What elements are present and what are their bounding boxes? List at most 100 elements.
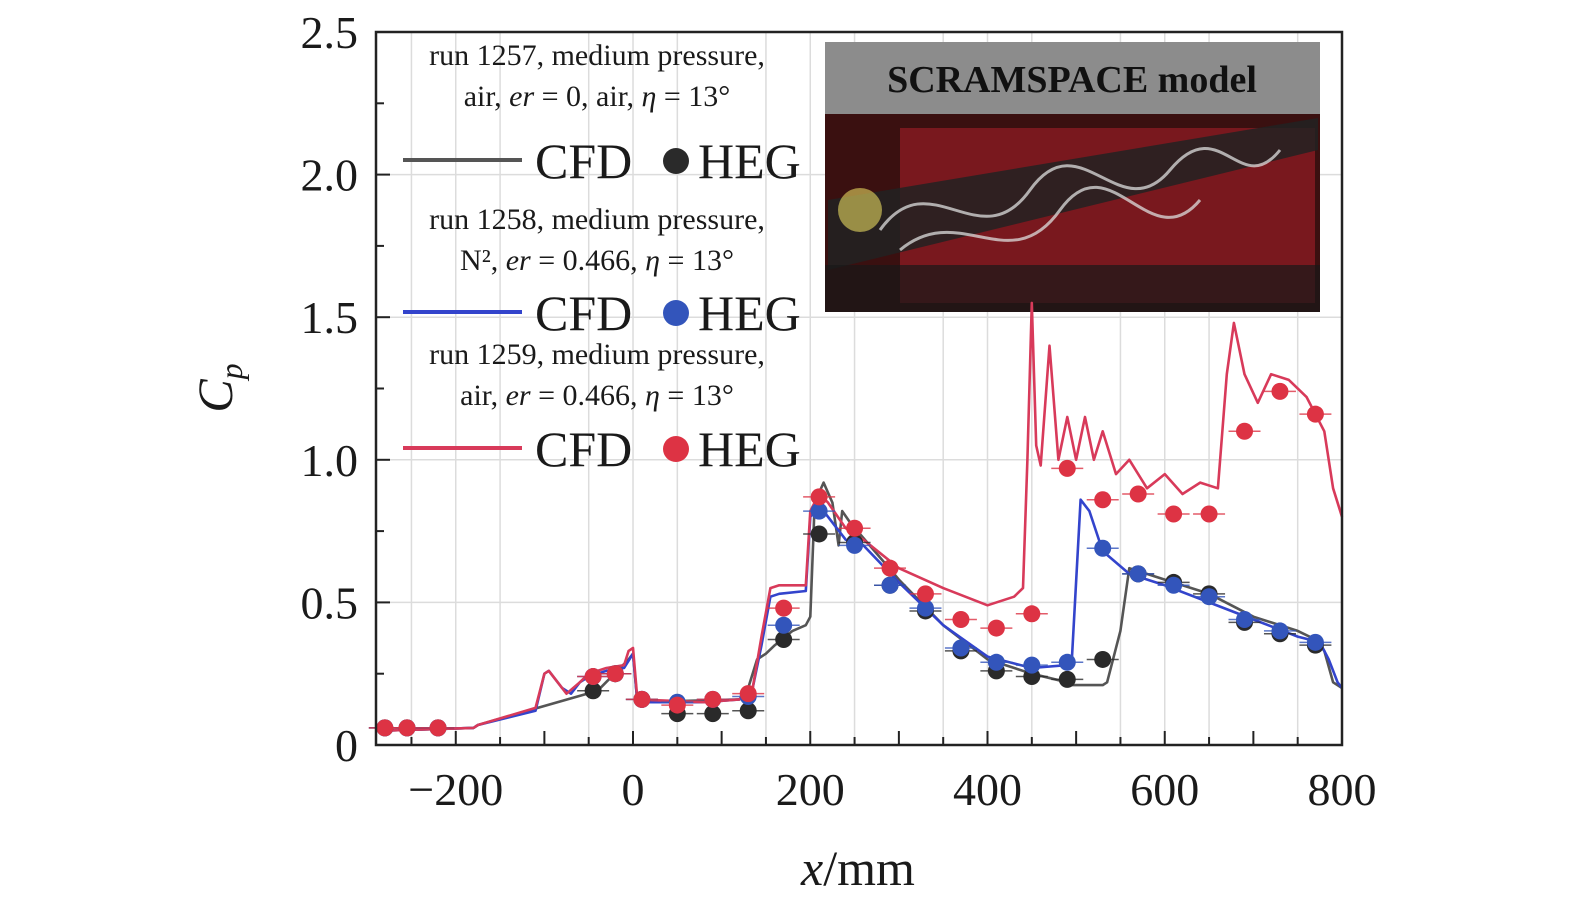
inset-photo-shadow: [825, 265, 1320, 312]
y-tick-label-5: 2.5: [301, 7, 359, 58]
inset-photo-wiring: [878, 147, 1282, 252]
legend-run-1-line2: N², er = 0.466, η = 13°: [460, 244, 734, 277]
legend-run-2-segment: = 0.466,: [531, 379, 645, 412]
heg-point-2-10: [810, 488, 828, 506]
heg-point-2-15: [987, 619, 1005, 637]
heg-point-2-9: [775, 599, 793, 617]
legend-run-0-line1: run 1257, medium pressure,: [429, 39, 765, 72]
legend-heg-marker-2: [663, 436, 689, 462]
inset-photo: SCRAMSPACE model: [825, 42, 1320, 312]
x-tick-label-3: 400: [953, 764, 1022, 815]
x-tick-label-4: 600: [1130, 764, 1199, 815]
legend: run 1257, medium pressure, air, er = 0, a…: [403, 39, 801, 477]
cfd-line-2: [380, 301, 1344, 732]
legend-run-1-line1: run 1258, medium pressure,: [429, 203, 765, 236]
heg-point-1-21: [1200, 588, 1218, 606]
legend-run-2-line1: run 1259, medium pressure,: [429, 338, 765, 371]
heg-point-2-2: [429, 719, 447, 737]
legend-cfd-label-0: CFD: [535, 133, 632, 189]
heg-point-0-18: [1094, 650, 1112, 668]
inset-photo-highlight: [838, 188, 882, 232]
heg-point-0-10: [810, 525, 828, 543]
heg-point-1-9: [775, 616, 793, 634]
heg-point-1-24: [1306, 633, 1324, 651]
y-tick-label-4: 2.0: [301, 150, 359, 201]
heg-point-2-24: [1306, 405, 1324, 423]
cfd-line-0: [380, 481, 1343, 732]
heg-point-2-19: [1129, 485, 1147, 503]
heg-point-1-18: [1094, 539, 1112, 557]
legend-heg-label-0: HEG: [698, 133, 801, 189]
heg-point-1-15: [987, 653, 1005, 671]
heg-point-2-18: [1094, 491, 1112, 509]
heg-point-2-17: [1058, 459, 1076, 477]
heg-point-0-8: [739, 702, 757, 720]
heg-point-2-20: [1165, 505, 1183, 523]
legend-run-0-segment: = 13°: [656, 80, 730, 113]
y-tick-label-3: 1.5: [301, 292, 359, 343]
heg-point-2-11: [846, 519, 864, 537]
heg-point-2-7: [704, 690, 722, 708]
heg-point-0-17: [1058, 670, 1076, 688]
heg-point-1-11: [846, 536, 864, 554]
legend-run-1-segment: N²,: [460, 244, 506, 277]
heg-point-0-9: [775, 630, 793, 648]
legend-run-2-segment: air,: [460, 379, 505, 412]
heg-point-2-8: [739, 685, 757, 703]
heg-point-0-3: [584, 682, 602, 700]
y-axis-title: Cp: [187, 363, 249, 412]
heg-point-1-13: [916, 599, 934, 617]
heg-point-0-7: [704, 705, 722, 723]
heg-point-1-14: [952, 639, 970, 657]
heg-point-1-12: [881, 576, 899, 594]
y-tick-label-0: 0: [335, 720, 358, 771]
legend-run-0-line2: air, er = 0, air, η = 13°: [464, 80, 731, 113]
legend-run-2-segment: = 13°: [660, 379, 734, 412]
heg-point-1-10: [810, 502, 828, 520]
legend-heg-marker-1: [663, 300, 689, 326]
heg-point-2-13: [916, 585, 934, 603]
legend-heg-label-1: HEG: [698, 285, 801, 341]
legend-run-1-segment: = 13°: [660, 244, 734, 277]
heg-point-2-22: [1236, 422, 1254, 440]
inset-title-bar: [825, 42, 1320, 114]
x-axis-title: x/mm: [800, 840, 915, 896]
x-tick-label-1: 0: [622, 764, 645, 815]
inset-title: SCRAMSPACE model: [887, 59, 1257, 101]
heg-point-2-12: [881, 559, 899, 577]
heg-point-2-3: [584, 668, 602, 686]
legend-cfd-label-2: CFD: [535, 421, 632, 477]
legend-heg-marker-0: [663, 148, 689, 174]
x-tick-label-0: −200: [408, 764, 503, 815]
legend-run-2-segment: er: [506, 379, 531, 412]
legend-run-1-segment: = 0.466,: [531, 244, 645, 277]
heg-point-2-6: [668, 696, 686, 714]
y-tick-label-1: 0.5: [301, 577, 359, 628]
heg-point-1-16: [1023, 656, 1041, 674]
heg-point-2-14: [952, 611, 970, 629]
legend-run-0-segment: = 0, air,: [534, 80, 641, 113]
legend-run-0-segment: air,: [464, 80, 509, 113]
legend-cfd-label-1: CFD: [535, 285, 632, 341]
heg-point-1-19: [1129, 565, 1147, 583]
x-tick-label-2: 200: [776, 764, 845, 815]
heg-point-2-0: [376, 719, 394, 737]
y-tick-label-2: 1.0: [301, 435, 359, 486]
axes: [374, 30, 1344, 747]
legend-run-0-segment: er: [509, 80, 534, 113]
heg-points: [368, 382, 1332, 737]
legend-run-0-segment: η: [642, 80, 657, 113]
heg-point-2-16: [1023, 605, 1041, 623]
x-tick-label-5: 800: [1308, 764, 1377, 815]
legend-run-2-line2: air, er = 0.466, η = 13°: [460, 379, 734, 412]
heg-point-1-20: [1165, 576, 1183, 594]
heg-point-1-17: [1058, 653, 1076, 671]
heg-point-2-21: [1200, 505, 1218, 523]
heg-point-2-5: [633, 690, 651, 708]
legend-run-1-segment: er: [506, 244, 531, 277]
tick-labels: −200 0 200 400 600 800 0 0.5 1.0 1.5 2.0 2.5: [301, 7, 1377, 815]
legend-run-1-segment: η: [645, 244, 660, 277]
heg-point-2-4: [606, 665, 624, 683]
heg-point-2-23: [1271, 382, 1289, 400]
